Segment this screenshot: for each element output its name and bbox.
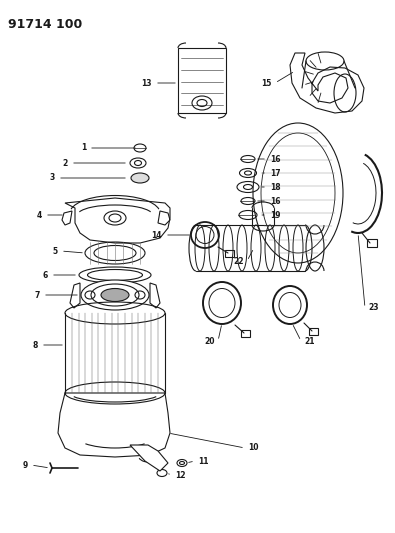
Text: 5: 5: [53, 246, 58, 255]
Polygon shape: [65, 198, 170, 243]
Text: 12: 12: [175, 471, 186, 480]
Text: 19: 19: [270, 211, 280, 220]
Polygon shape: [130, 445, 168, 471]
Bar: [309, 328, 318, 335]
Text: 14: 14: [152, 230, 162, 239]
Text: 21: 21: [304, 336, 314, 345]
Text: 3: 3: [50, 174, 55, 182]
Ellipse shape: [81, 280, 149, 310]
Text: 1: 1: [81, 143, 86, 152]
Text: 16: 16: [270, 155, 280, 164]
Text: 18: 18: [270, 182, 280, 191]
Bar: [367, 239, 377, 247]
Text: 15: 15: [261, 78, 272, 87]
Text: 17: 17: [270, 168, 280, 177]
Text: 7: 7: [35, 290, 40, 300]
Text: 22: 22: [233, 256, 244, 265]
Text: 91714 100: 91714 100: [8, 18, 82, 31]
Text: 16: 16: [270, 197, 280, 206]
Polygon shape: [290, 53, 364, 113]
Text: 10: 10: [248, 443, 258, 453]
Polygon shape: [58, 393, 170, 457]
Ellipse shape: [253, 123, 343, 263]
Text: 13: 13: [141, 78, 152, 87]
Text: 8: 8: [33, 341, 38, 350]
Text: 2: 2: [63, 158, 68, 167]
Bar: [225, 250, 234, 257]
Text: 9: 9: [23, 461, 28, 470]
Ellipse shape: [101, 288, 129, 302]
Bar: [241, 330, 250, 337]
Text: 20: 20: [205, 336, 215, 345]
Text: 23: 23: [368, 303, 378, 312]
Text: 4: 4: [37, 211, 42, 220]
Text: 11: 11: [198, 456, 209, 465]
Text: 6: 6: [43, 271, 48, 279]
Ellipse shape: [131, 173, 149, 183]
Bar: [178, 48, 226, 113]
